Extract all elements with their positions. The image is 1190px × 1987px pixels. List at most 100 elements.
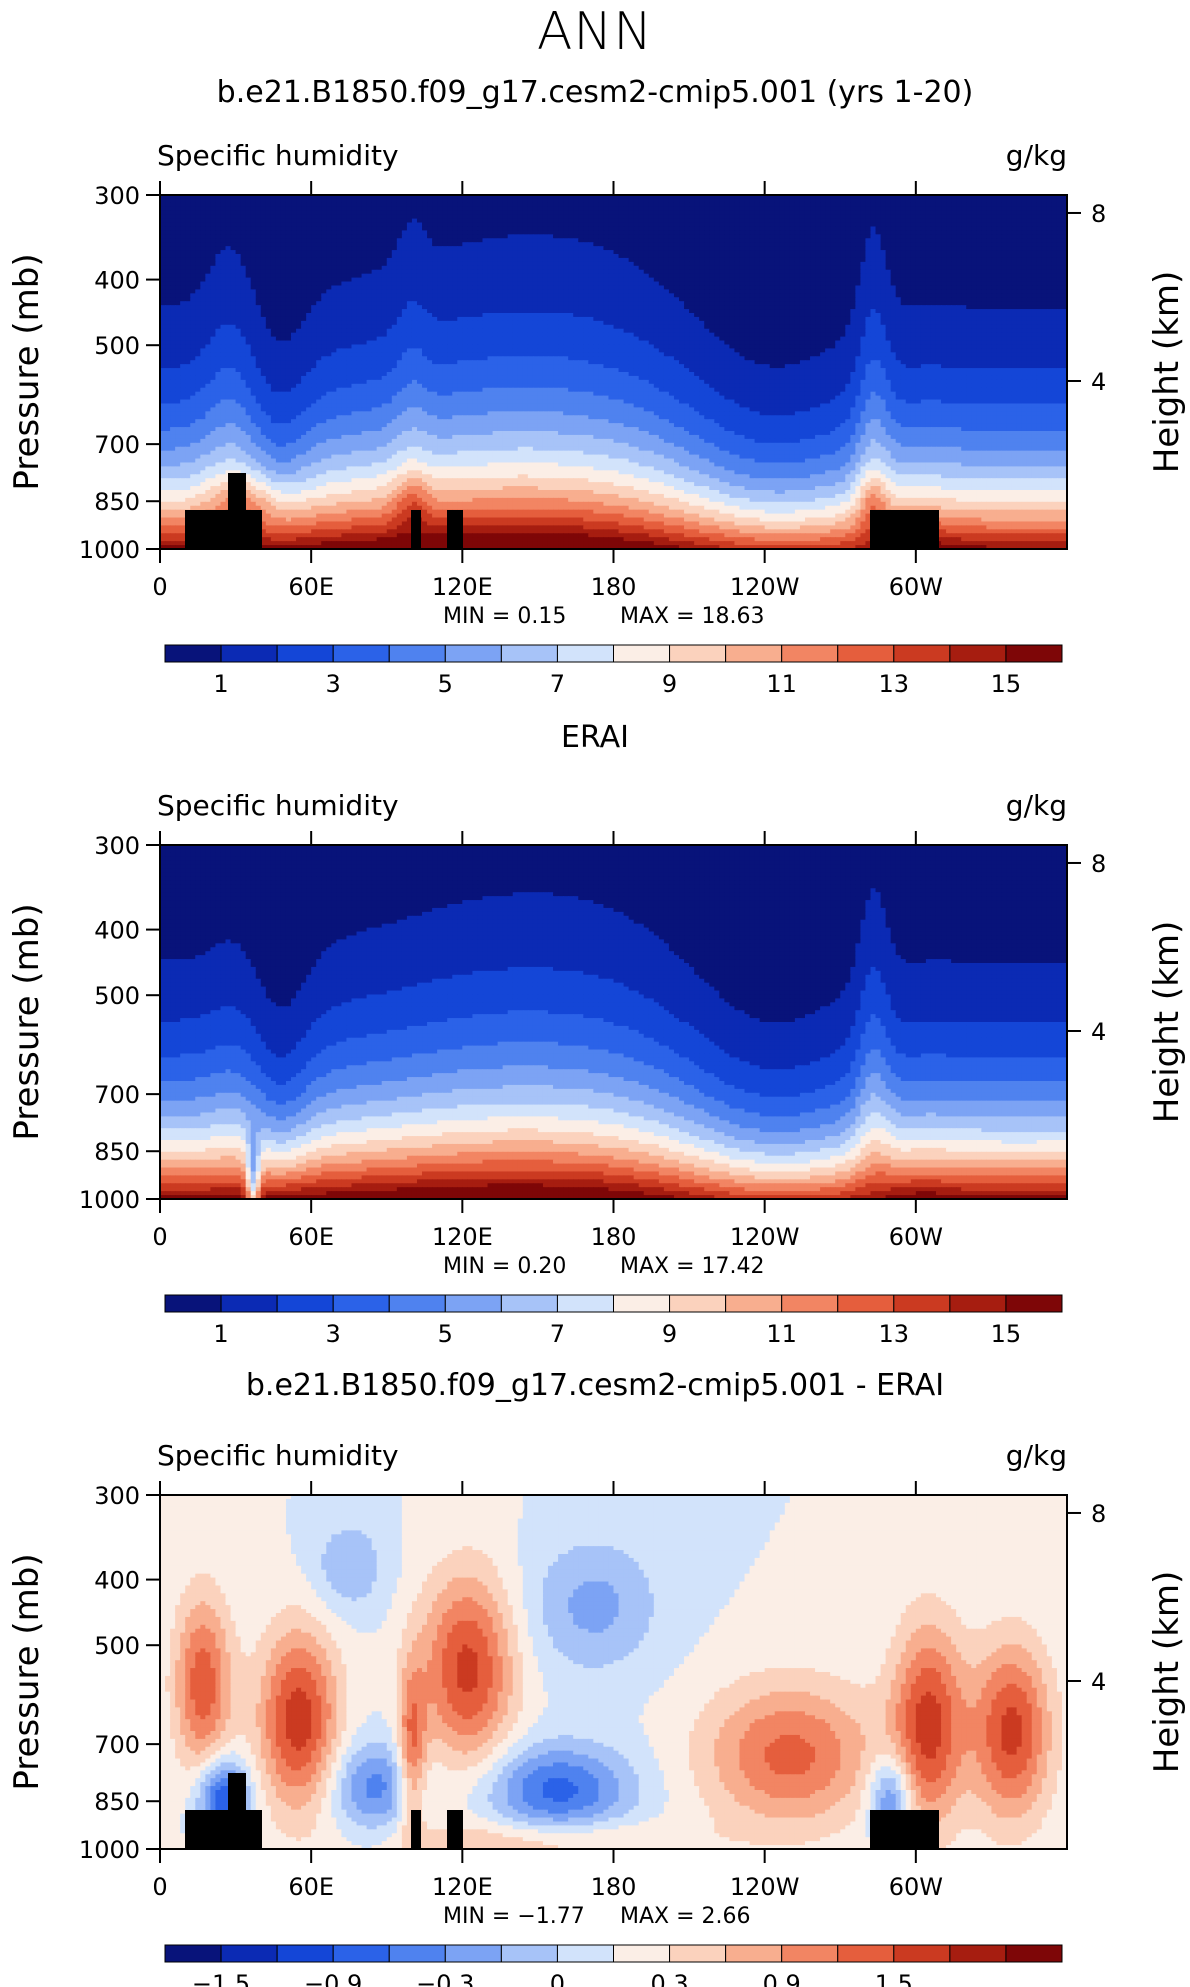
colorbar-box <box>332 1944 390 1963</box>
colorbar-label: 11 <box>766 670 797 698</box>
topography-block <box>447 1810 463 1849</box>
x-tick-label: 60E <box>288 1873 334 1901</box>
y2-tick-label: 8 <box>1091 850 1106 878</box>
y-tick-label: 500 <box>94 982 140 1010</box>
topography-block <box>870 1810 939 1849</box>
stats-min: MIN = 0.20 <box>443 1254 566 1279</box>
topography <box>185 1773 939 1849</box>
x-tick-label: 120E <box>432 1873 493 1901</box>
topography-block <box>870 510 939 549</box>
y-tick-label: 700 <box>94 431 140 459</box>
panel-model: Specific humidity g/kg3004005007008501000… <box>7 139 1187 698</box>
colorbar-label: −0.3 <box>416 1970 474 1987</box>
colorbar <box>164 1294 1063 1313</box>
x-tick-label: 120W <box>730 1223 800 1251</box>
colorbar-box <box>949 1944 1007 1963</box>
y-tick-label: 700 <box>94 1731 140 1759</box>
x-tick-label: 60E <box>288 1223 334 1251</box>
x-tick-label: 0 <box>152 573 167 601</box>
y2-axis-title: Height (km) <box>1147 1571 1187 1774</box>
panel-title-diff: b.e21.B1850.f09_g17.cesm2-cmip5.001 - ER… <box>0 1368 1190 1403</box>
y-tick-label: 300 <box>94 832 140 860</box>
y2-tick-label: 4 <box>1091 1668 1106 1696</box>
colorbar-box <box>781 1944 839 1963</box>
units-label: g/kg <box>1006 789 1067 822</box>
colorbar <box>164 1944 1063 1963</box>
colorbar-box <box>1005 1944 1063 1963</box>
y-tick-label: 700 <box>94 1081 140 1109</box>
y2-axis-title: Height (km) <box>1147 921 1187 1124</box>
colorbar-box <box>725 1944 783 1963</box>
y2-axis-title: Height (km) <box>1147 271 1187 474</box>
colorbar-label: 15 <box>991 670 1022 698</box>
stats-max: MAX = 18.63 <box>620 604 765 629</box>
x-tick-label: 60E <box>288 573 334 601</box>
colorbar-label: 7 <box>550 1320 565 1348</box>
topography-block <box>228 473 246 549</box>
contour-field <box>160 845 1068 1200</box>
y-tick-label: 300 <box>94 1482 140 1510</box>
colorbar-label: −1.5 <box>192 1970 250 1987</box>
field-label: Specific humidity <box>157 1439 399 1472</box>
topography-block <box>411 1810 421 1849</box>
colorbar-label: 3 <box>326 1320 341 1348</box>
y2-tick-label: 4 <box>1091 1018 1106 1046</box>
y-tick-label: 850 <box>94 1138 140 1166</box>
field-label: Specific humidity <box>157 789 399 822</box>
stats-max: MAX = 17.42 <box>620 1254 765 1279</box>
panel-title-obs: ERAI <box>0 720 1190 755</box>
colorbar-box <box>388 1944 446 1963</box>
colorbar-box <box>444 1944 502 1963</box>
x-tick-label: 120E <box>432 1223 493 1251</box>
stats-min: MIN = −1.77 <box>443 1904 585 1929</box>
contour-field <box>160 1495 1068 1850</box>
topography-block <box>411 510 421 549</box>
colorbar <box>164 644 1063 663</box>
colorbar-label: 0 <box>550 1970 565 1987</box>
colorbar-label: 1.5 <box>875 1970 913 1987</box>
topography-block <box>185 510 262 549</box>
field-label: Specific humidity <box>157 139 399 172</box>
y-tick-label: 400 <box>94 1567 140 1595</box>
colorbar-box <box>220 1944 278 1963</box>
colorbar-box <box>613 1944 671 1963</box>
units-label: g/kg <box>1006 139 1067 172</box>
colorbar-label: 9 <box>662 670 677 698</box>
colorbar-box <box>164 1944 222 1963</box>
panel-title-model: b.e21.B1850.f09_g17.cesm2-cmip5.001 (yrs… <box>0 75 1190 110</box>
y-axis-title: Pressure (mb) <box>7 903 47 1140</box>
colorbar-label: 13 <box>879 1320 910 1348</box>
x-tick-label: 60W <box>889 1223 943 1251</box>
y-axis-title: Pressure (mb) <box>7 1553 47 1790</box>
y-tick-label: 300 <box>94 182 140 210</box>
colorbar-label: 1 <box>213 670 228 698</box>
colorbar-label: 0.3 <box>650 1970 688 1987</box>
y2-tick-label: 8 <box>1091 200 1106 228</box>
units-label: g/kg <box>1006 1439 1067 1472</box>
x-tick-label: 0 <box>152 1223 167 1251</box>
y2-tick-label: 4 <box>1091 368 1106 396</box>
y-tick-label: 400 <box>94 917 140 945</box>
colorbar-label: 3 <box>326 670 341 698</box>
colorbar-label: 5 <box>438 670 453 698</box>
colorbar-label: 11 <box>766 1320 797 1348</box>
x-tick-label: 180 <box>591 1873 637 1901</box>
y-tick-label: 1000 <box>79 536 140 564</box>
page-title: ANN <box>0 2 1190 62</box>
x-tick-label: 60W <box>889 573 943 601</box>
panel-diff: Specific humidity g/kg3004005007008501000… <box>7 1439 1187 1987</box>
y-tick-label: 850 <box>94 1788 140 1816</box>
colorbar-box <box>669 1944 727 1963</box>
topography-block <box>228 1773 246 1849</box>
colorbar-box <box>1005 644 1063 663</box>
x-tick-label: 120W <box>730 1873 800 1901</box>
y-tick-label: 850 <box>94 488 140 516</box>
colorbar-label: 5 <box>438 1320 453 1348</box>
colorbar-label: 1 <box>213 1320 228 1348</box>
y-tick-label: 500 <box>94 332 140 360</box>
colorbar-box <box>893 1944 951 1963</box>
colorbar-label: 7 <box>550 670 565 698</box>
y-tick-label: 1000 <box>79 1836 140 1864</box>
y-axis-title: Pressure (mb) <box>7 253 47 490</box>
x-tick-label: 180 <box>591 573 637 601</box>
